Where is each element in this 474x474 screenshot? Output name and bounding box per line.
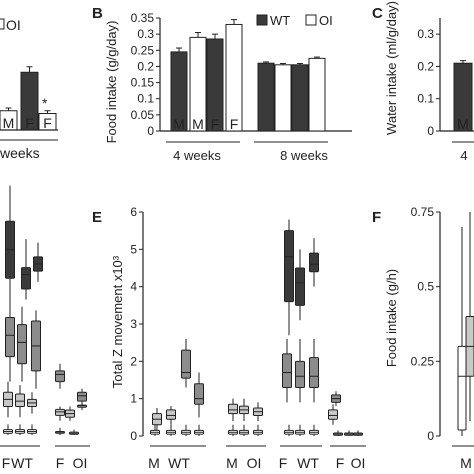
panel-e-box-mid — [309, 357, 319, 388]
panel-b-bar-label: F — [211, 116, 220, 132]
panel-b-ytick-label: 0.35 — [131, 11, 155, 25]
panel-b-bar — [308, 57, 326, 132]
panel-b-ylabel: Food intake (g/g/day) — [104, 21, 119, 144]
panel-d-box-mid — [17, 324, 27, 365]
panel-b-ytick-label: 0.05 — [131, 108, 155, 122]
panel-c-ytick-label: 0 — [427, 124, 434, 138]
panel-letter-e: E — [92, 209, 102, 226]
panel-letter-c: C — [372, 5, 383, 22]
panel-e-box-dark — [284, 230, 294, 303]
panel-b: Food intake (g/g/day) WT OI 4 weeks 8 we… — [104, 13, 333, 163]
panel-b-bar-label: F — [230, 116, 239, 132]
panel-e-ytick-label: 6 — [130, 205, 137, 219]
panel-c-bar-label: M — [457, 116, 469, 132]
panel-e-ylabel: Total Z movement x10³ — [110, 255, 125, 388]
panel-a-bar-label: F — [43, 115, 52, 131]
panel-b-bar-label: M — [192, 116, 204, 132]
panel-b-legend-swatch-oi — [305, 14, 317, 26]
panel-f: Food intake (g/h) — [384, 269, 399, 367]
panel-d-group-label: WT — [11, 455, 33, 471]
panel-b-ytick-label: 0 — [147, 124, 154, 138]
panel-f-ylabel: Food intake (g/h) — [384, 269, 399, 367]
panel-c-group-4: 4 — [460, 148, 467, 163]
panel-c-ytick-label: 0.3 — [417, 27, 434, 41]
panel-f-box-white — [457, 345, 467, 431]
panel-e-ytick-label: 4 — [130, 280, 137, 294]
panel-b-ytick-label: 0.15 — [131, 76, 155, 90]
panel-e-ytick-label: 2 — [130, 354, 137, 368]
panel-e-ytick-label: 3 — [130, 317, 137, 331]
panel-b-ytick-label: 0.3 — [137, 27, 154, 41]
panel-e-box-dark — [309, 252, 319, 273]
panel-b-ytick-label: 0.1 — [137, 92, 154, 106]
panel-c: Water intake (ml/g/day) 4 — [384, 1, 468, 163]
panel-e-ytick-label: 0 — [130, 429, 137, 443]
panel-f-ytick-label: 0.5 — [417, 280, 434, 294]
panel-b-ytick-label: 0.2 — [137, 59, 154, 73]
panel-b-legend-oi: OI — [319, 13, 333, 28]
panel-e-group-label: M — [148, 455, 160, 471]
panel-d-box-dark — [21, 267, 31, 290]
panel-e-box-mid — [295, 360, 305, 388]
panel-letter-f: F — [372, 209, 381, 226]
panel-d-group-label: F — [56, 455, 65, 471]
panel-b-bar — [291, 64, 309, 132]
panel-e-box-mid — [194, 383, 204, 405]
panel-a-asterisk: * — [42, 95, 48, 111]
panel-e-ytick-label: 1 — [130, 392, 137, 406]
panel-e-box-light — [328, 409, 338, 420]
panel-d-box-mid — [77, 391, 87, 402]
panel-e-group-label: OI — [351, 455, 366, 471]
panel-e-box-mid — [282, 353, 292, 388]
panel-e-box-light — [166, 409, 176, 420]
panel-f-ytick-label: 0.25 — [411, 354, 435, 368]
panel-e-group-label: OI — [247, 455, 262, 471]
panel-d-box-mid — [55, 370, 65, 383]
panel-a-legend-swatch — [0, 18, 5, 30]
panel-d-group-label: F — [2, 455, 11, 471]
panel-a: OI * weeks — [0, 17, 48, 161]
panel-a-legend-label: OI — [6, 17, 21, 33]
panel-e-box-dark — [295, 267, 305, 306]
panel-b-legend-swatch-wt — [256, 14, 268, 26]
panel-c-ylabel: Water intake (ml/g/day) — [384, 1, 399, 135]
panel-b-ytick-label: 0.25 — [131, 43, 155, 57]
panel-e-group-label: WT — [297, 455, 319, 471]
panel-a-xgroup-label: weeks — [0, 145, 40, 161]
panel-a-bar-label: F — [25, 115, 34, 131]
panel-b-group-8weeks: 8 weeks — [280, 148, 328, 163]
panel-e: Total Z movement x10³ — [110, 255, 125, 388]
panel-f-group-label: M — [460, 455, 472, 471]
panel-b-legend-wt: WT — [270, 13, 290, 28]
panel-c-ytick-label: 0.1 — [417, 92, 434, 106]
panel-b-bar-label: M — [173, 116, 185, 132]
panel-b-bar — [257, 62, 275, 132]
panel-e-group-label: F — [279, 455, 288, 471]
panel-e-box-light — [228, 403, 238, 415]
panel-d-box-light — [55, 408, 65, 416]
panel-d-box-mid — [5, 316, 15, 358]
panel-e-group-label: WT — [168, 455, 190, 471]
panel-e-ytick-label: 5 — [130, 242, 137, 256]
panel-a-bar-label: M — [3, 115, 15, 131]
chart-marks: M F F 00.050.10.150.20.250.30.35M M F F 00.10.2… — [0, 11, 474, 471]
panel-e-group-label: F — [336, 455, 345, 471]
panel-c-ytick-label: 0.2 — [417, 59, 434, 73]
panel-d-box-light — [15, 393, 25, 407]
panel-f-ytick-label: 0 — [427, 429, 434, 443]
panel-d-group-label: OI — [73, 455, 88, 471]
panel-e-box-mid — [181, 349, 191, 379]
panel-b-bar — [274, 64, 292, 132]
panel-letter-b: B — [92, 5, 103, 22]
panel-e-group-label: M — [226, 455, 238, 471]
panel-b-group-4weeks: 4 weeks — [173, 148, 221, 163]
panel-f-ytick-label: 0.75 — [411, 205, 435, 219]
